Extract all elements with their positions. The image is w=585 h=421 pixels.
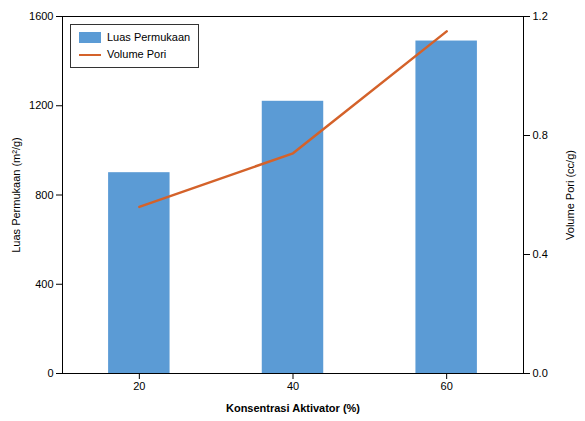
svg-text:1200: 1200: [29, 99, 53, 111]
svg-text:20: 20: [133, 380, 145, 392]
svg-text:0: 0: [47, 367, 53, 379]
html-text:Luas Permukaan: Luas Permukaan: [107, 31, 191, 43]
svg-text:400: 400: [35, 278, 53, 290]
svg-text:Volume Pori (cc/g): Volume Pori (cc/g): [564, 150, 576, 240]
svg-text:Luas Permukaan (m²/g): Luas Permukaan (m²/g): [10, 137, 22, 253]
svg-text:40: 40: [287, 380, 299, 392]
svg-text:1.2: 1.2: [533, 10, 548, 22]
svg-text:1600: 1600: [29, 10, 53, 22]
svg-text:Konsentrasi Aktivator (%): Konsentrasi Aktivator (%): [226, 402, 360, 414]
svg-text:800: 800: [35, 189, 53, 201]
svg-text:60: 60: [441, 380, 453, 392]
svg-text:0.0: 0.0: [533, 367, 548, 379]
svg-text:0.4: 0.4: [533, 248, 548, 260]
html-text:Volume Pori: Volume Pori: [107, 48, 167, 60]
svg-text:0.8: 0.8: [533, 129, 548, 141]
